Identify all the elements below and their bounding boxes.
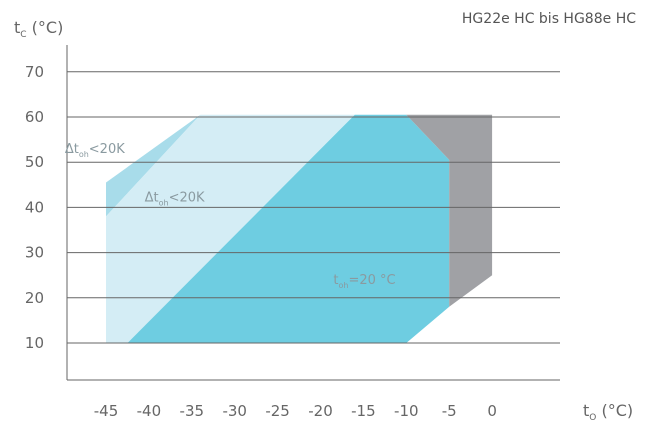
- x-tick-label: -25: [265, 402, 290, 420]
- x-axis-label: tO (°C): [583, 401, 633, 423]
- y-tick-label: 50: [25, 153, 44, 171]
- x-tick-label: -35: [180, 402, 205, 420]
- annotation-base: Δt: [145, 191, 159, 206]
- y-axis-label: tC (°C): [14, 18, 63, 40]
- annotation-sub: oh: [79, 150, 89, 159]
- x-axis-label-unit: (°C): [596, 401, 633, 420]
- annotation-base: t: [333, 273, 338, 288]
- annotation: Δtoh<20K: [145, 191, 205, 208]
- annotation-sub: oh: [338, 281, 348, 290]
- x-tick-label: -10: [394, 402, 419, 420]
- annotation-rest: <20K: [169, 191, 205, 206]
- annotation-rest: <20K: [89, 142, 125, 157]
- x-tick-labels: -45 -40 -35 -30 -25 -20 -15 -10 -5 0: [94, 402, 497, 420]
- annotation-rest: =20 °C: [348, 273, 395, 288]
- region-gray: [406, 114, 493, 307]
- x-tick-label: -30: [222, 402, 247, 420]
- annotation-sub: oh: [159, 199, 169, 208]
- y-tick-label: 70: [25, 63, 44, 81]
- region-pale-blue: [106, 114, 355, 343]
- x-axis-label-base: t: [583, 401, 589, 420]
- x-tick-label: -15: [351, 402, 376, 420]
- x-tick-label: -20: [308, 402, 333, 420]
- grid-lines: [67, 71, 560, 344]
- y-axis-label-sub: C: [20, 30, 26, 40]
- x-axis-label-sub: O: [589, 413, 596, 423]
- region-main-blue: [127, 114, 450, 343]
- y-axis-label-base: t: [14, 18, 20, 37]
- y-tick-label: 60: [25, 108, 44, 126]
- x-tick-label: -45: [94, 402, 119, 420]
- axes: [66, 45, 560, 381]
- chart-title: HG22e HC bis HG88e HC: [462, 11, 636, 27]
- annotation: Δtoh<20K: [65, 142, 125, 159]
- y-axis-label-unit: (°C): [27, 18, 64, 37]
- x-tick-label: -40: [137, 402, 162, 420]
- y-tick-label: 30: [25, 244, 44, 262]
- region-light-blue: [106, 114, 201, 217]
- y-tick-label: 10: [25, 334, 44, 352]
- envelope-regions: [106, 114, 493, 343]
- annotation: toh=20 °C: [333, 273, 395, 290]
- y-tick-label: 40: [25, 198, 44, 216]
- y-tick-label: 20: [25, 289, 44, 307]
- x-tick-label: 0: [487, 402, 497, 420]
- y-tick-labels: 10 20 30 40 50 60 70: [25, 63, 44, 352]
- annotation-base: Δt: [65, 142, 79, 157]
- x-tick-label: -5: [442, 402, 457, 420]
